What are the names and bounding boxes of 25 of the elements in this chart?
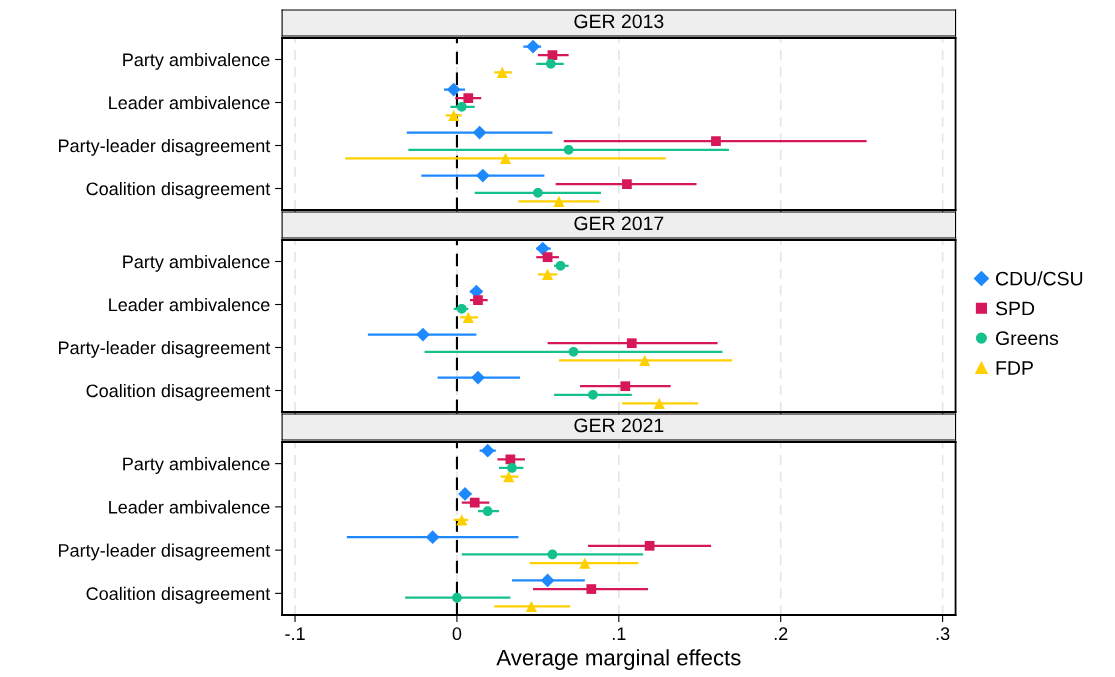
legend-label: CDU/CSU [996,271,1083,286]
x-tick-label: .1 [612,627,626,640]
y-tick-label: Leader ambivalence [109,297,270,312]
legend-label: FDP [996,361,1033,375]
y-tick-label: Party-leader disagreement [59,138,271,156]
legend-label: SPD [995,301,1035,316]
y-tick-label: Party-leader disagreement [59,340,271,358]
chart-title: GER 2021 [574,418,664,433]
y-tick-label: Leader ambivalence [109,95,270,110]
y-tick-label: Leader ambivalence [109,500,270,514]
x-tick-label: .2 [774,627,788,640]
y-tick-label: Party ambivalence [123,254,270,272]
chart-title: GER 2017 [574,216,664,231]
y-tick-label: Party ambivalence [123,457,270,474]
x-tick-label: -.1 [285,627,305,640]
x-axis-title: Average marginal effects [496,649,741,670]
y-tick-label: Coalition disagreement [86,181,271,199]
legend-label: Greens [996,331,1059,346]
y-tick-label: Party ambivalence [123,52,270,70]
y-tick-label: Coalition disagreement [86,586,271,604]
x-tick-label: .3 [936,627,950,641]
y-tick-label: Coalition disagreement [86,383,271,401]
chart-title: GER 2013 [574,14,664,29]
y-tick-label: Party-leader disagreement [59,543,271,561]
x-tick-label: 0 [452,627,462,641]
